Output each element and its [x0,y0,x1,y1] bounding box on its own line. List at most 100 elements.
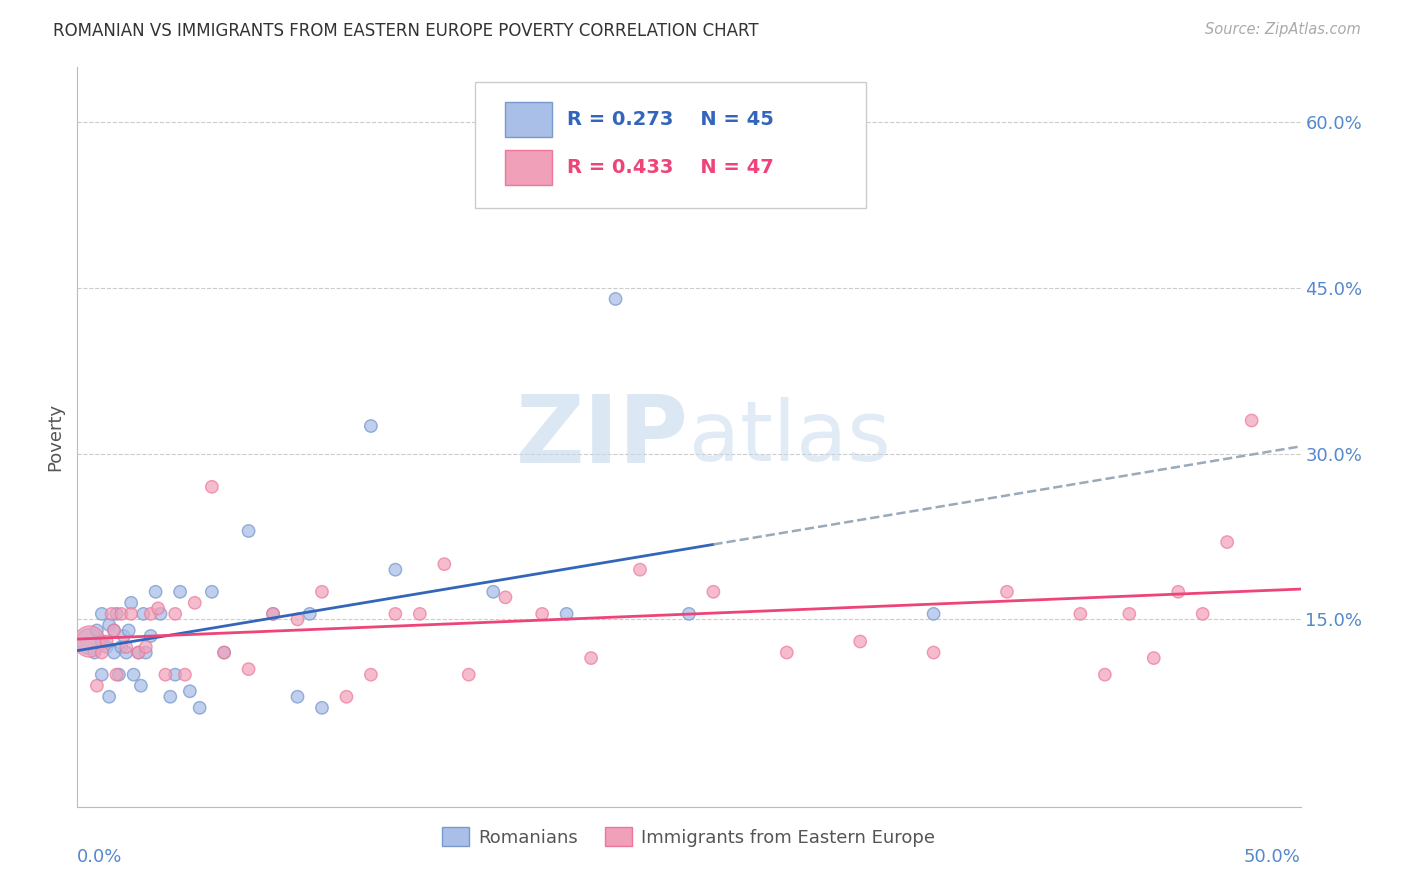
Point [995,584,1018,599]
Point [90,646,112,660]
Point [298,607,321,621]
Point [79,634,101,648]
Point [628,563,651,577]
Point [86,624,108,638]
Point [1191,607,1213,621]
Text: R = 0.273    N = 45: R = 0.273 N = 45 [567,110,773,129]
Point [96,634,118,648]
Point [605,292,627,306]
Point [1069,607,1091,621]
Point [83,646,105,660]
Y-axis label: Poverty: Poverty [46,403,65,471]
Point [122,667,145,681]
Point [409,607,432,621]
Point [495,591,517,605]
Text: R = 0.433    N = 47: R = 0.433 N = 47 [567,158,773,178]
Point [1118,607,1140,621]
Bar [506,150,553,186]
Text: Source: ZipAtlas.com: Source: ZipAtlas.com [1205,22,1361,37]
Point [482,584,505,599]
Point [702,584,724,599]
Point [103,624,125,638]
Point [105,607,128,621]
Text: 0.0%: 0.0% [77,848,122,866]
Point [155,667,177,681]
Point [149,607,172,621]
Point [311,584,333,599]
Point [108,667,131,681]
Point [127,646,149,660]
Point [1167,584,1189,599]
Point [120,596,142,610]
Point [531,607,554,621]
Point [98,690,121,704]
Point [555,607,578,621]
Point [145,584,167,599]
Point [98,618,121,632]
Point [184,596,207,610]
Point [135,646,157,660]
Point [849,634,872,648]
Point [287,690,309,704]
Point [90,607,112,621]
Point [146,601,169,615]
Point [1240,413,1263,427]
Text: 50.0%: 50.0% [1244,848,1301,866]
Point [433,557,456,571]
Point [776,646,799,660]
Point [86,679,108,693]
Point [132,607,155,621]
Point [922,646,945,660]
Point [238,662,260,676]
Point [90,667,112,681]
Point [212,646,235,660]
Point [79,634,101,648]
Point [287,612,309,626]
Point [90,634,112,648]
Point [105,667,128,681]
Bar [506,102,553,137]
Point [129,679,152,693]
Point [1216,535,1239,549]
FancyBboxPatch shape [475,82,866,208]
Text: ROMANIAN VS IMMIGRANTS FROM EASTERN EUROPE POVERTY CORRELATION CHART: ROMANIAN VS IMMIGRANTS FROM EASTERN EURO… [53,22,759,40]
Point [118,624,141,638]
Point [110,607,132,621]
Point [457,667,479,681]
Point [174,667,197,681]
Point [201,480,224,494]
Point [159,690,181,704]
Legend: Romanians, Immigrants from Eastern Europe: Romanians, Immigrants from Eastern Europ… [436,820,942,854]
Point [579,651,602,665]
Point [201,584,224,599]
Point [262,607,284,621]
Point [127,646,149,660]
Point [115,646,138,660]
Point [120,607,142,621]
Point [139,629,162,643]
Point [1143,651,1166,665]
Point [212,646,235,660]
Point [103,624,125,638]
Point [139,607,162,621]
Point [188,701,211,715]
Point [96,640,118,654]
Point [360,419,382,434]
Point [169,584,191,599]
Point [112,629,135,643]
Point [384,563,406,577]
Point [1094,667,1116,681]
Point [165,607,187,621]
Point [110,640,132,654]
Point [100,607,122,621]
Point [165,667,187,681]
Point [103,646,125,660]
Point [384,607,406,621]
Point [179,684,201,698]
Point [311,701,333,715]
Text: atlas: atlas [689,397,890,477]
Point [678,607,700,621]
Point [360,667,382,681]
Point [262,607,284,621]
Point [135,640,157,654]
